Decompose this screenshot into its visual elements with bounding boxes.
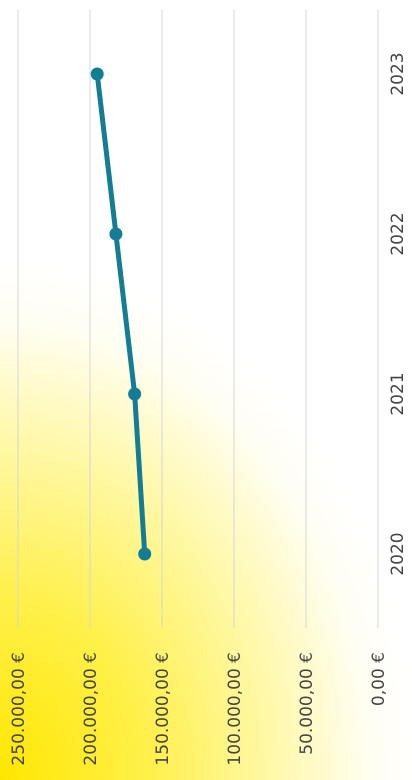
value-tick-label: 100.000,00 € bbox=[225, 652, 245, 766]
value-tick-label: 250.000,00 € bbox=[9, 652, 29, 766]
year-tick-label: 2020 bbox=[388, 532, 408, 575]
year-tick-label: 2021 bbox=[388, 372, 408, 415]
value-tick-label: 50.000,00 € bbox=[297, 652, 317, 755]
gridlines bbox=[17, 10, 379, 628]
data-point[interactable] bbox=[109, 227, 123, 241]
year-tick-label: 2023 bbox=[388, 52, 408, 95]
data-point[interactable] bbox=[90, 67, 104, 81]
value-tick-label: 200.000,00 € bbox=[81, 652, 101, 766]
series-line bbox=[94, 71, 148, 557]
value-tick-label: 150.000,00 € bbox=[153, 652, 173, 766]
data-point[interactable] bbox=[128, 387, 142, 401]
value-axis-labels: 0,00 € 50.000,00 € 100.000,00 € 150.000,00 … bbox=[9, 652, 389, 766]
year-tick-label: 2022 bbox=[388, 212, 408, 255]
year-axis-labels: 2020 2021 2022 2023 bbox=[388, 52, 408, 575]
series-group bbox=[90, 67, 152, 561]
data-point[interactable] bbox=[138, 547, 152, 561]
value-tick-label: 0,00 € bbox=[369, 652, 389, 706]
